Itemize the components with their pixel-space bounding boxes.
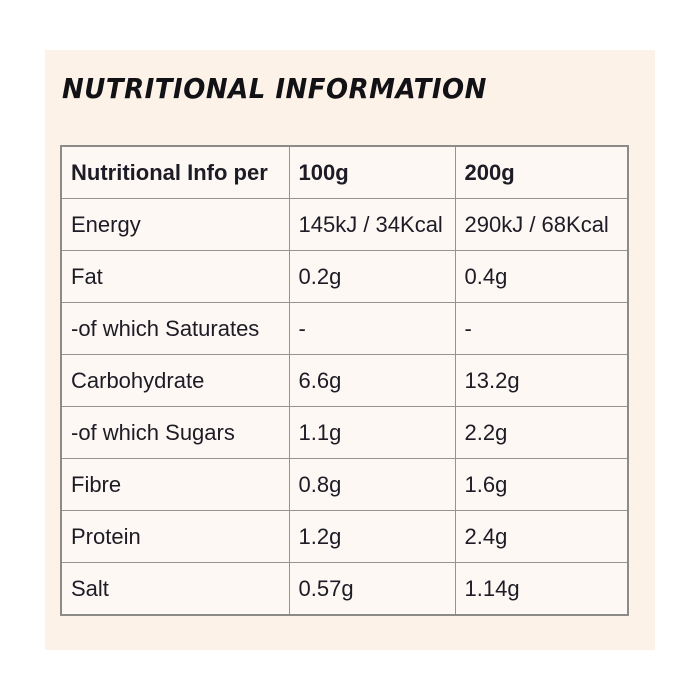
value-200g: 290kJ / 68Kcal [454, 198, 629, 251]
value-100g: 145kJ / 34Kcal [288, 198, 456, 251]
value-200g: 1.6g [454, 458, 629, 511]
table-row-sugars: -of which Sugars 1.1g 2.2g [60, 406, 629, 459]
value-200g: - [454, 302, 629, 355]
table-row-protein: Protein 1.2g 2.4g [60, 510, 629, 563]
row-label: -of which Saturates [60, 302, 290, 355]
column-header-100g: 100g [288, 145, 456, 199]
table-row-saturates: -of which Saturates - - [60, 302, 629, 355]
value-100g: 1.2g [288, 510, 456, 563]
value-200g: 13.2g [454, 354, 629, 407]
table-row-fibre: Fibre 0.8g 1.6g [60, 458, 629, 511]
column-header-label: Nutritional Info per [60, 145, 290, 199]
table-row-salt: Salt 0.57g 1.14g [60, 562, 629, 616]
table-row-fat: Fat 0.2g 0.4g [60, 250, 629, 303]
nutrition-table: Nutritional Info per 100g 200g Energy 14… [60, 145, 629, 616]
value-200g: 2.2g [454, 406, 629, 459]
value-200g: 1.14g [454, 562, 629, 616]
table-header-row: Nutritional Info per 100g 200g [60, 145, 629, 199]
column-header-200g: 200g [454, 145, 629, 199]
table-row-carbohydrate: Carbohydrate 6.6g 13.2g [60, 354, 629, 407]
row-label: Protein [60, 510, 290, 563]
value-100g: 0.8g [288, 458, 456, 511]
value-200g: 2.4g [454, 510, 629, 563]
row-label: Energy [60, 198, 290, 251]
value-100g: - [288, 302, 456, 355]
value-200g: 0.4g [454, 250, 629, 303]
row-label: Salt [60, 562, 290, 616]
row-label: Carbohydrate [60, 354, 290, 407]
row-label: -of which Sugars [60, 406, 290, 459]
row-label: Fat [60, 250, 290, 303]
value-100g: 0.57g [288, 562, 456, 616]
nutrition-card: NUTRITIONAL INFORMATION Nutritional Info… [45, 50, 655, 650]
page-title: NUTRITIONAL INFORMATION [62, 74, 487, 106]
row-label: Fibre [60, 458, 290, 511]
value-100g: 0.2g [288, 250, 456, 303]
value-100g: 6.6g [288, 354, 456, 407]
value-100g: 1.1g [288, 406, 456, 459]
table-row-energy: Energy 145kJ / 34Kcal 290kJ / 68Kcal [60, 198, 629, 251]
